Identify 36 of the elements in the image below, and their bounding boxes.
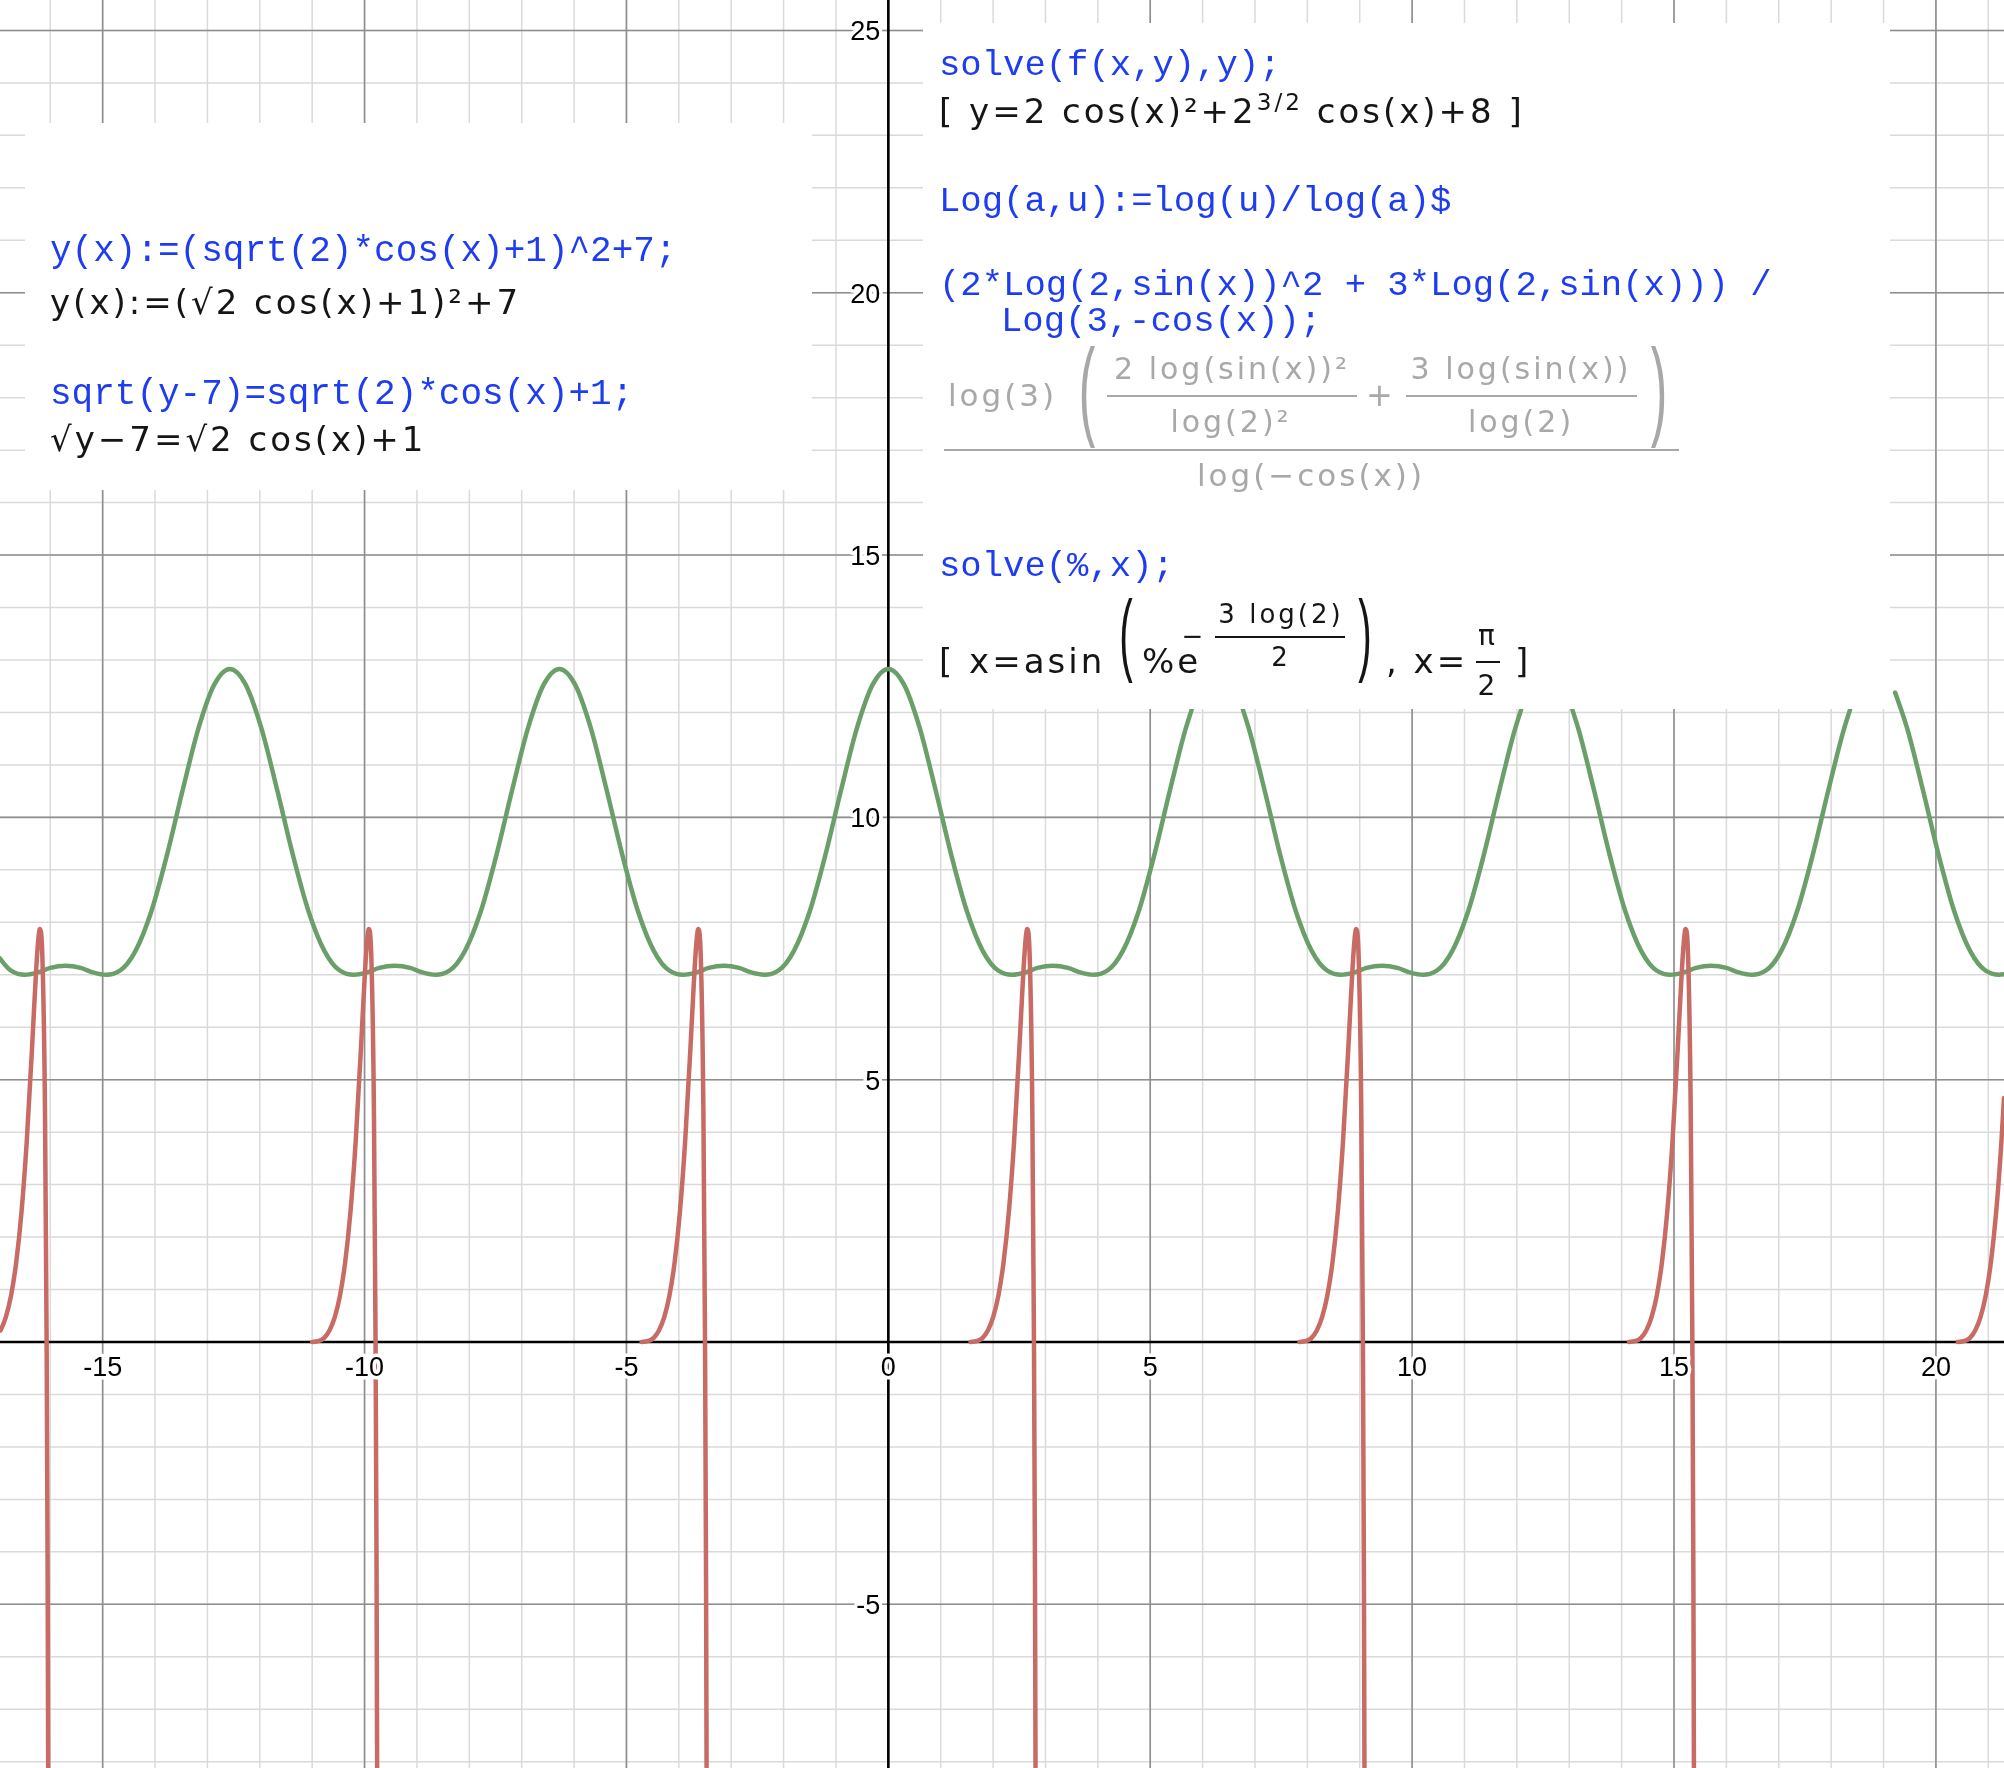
y-tick-label: 5 <box>865 1065 881 1096</box>
annotation: 2 log(sin(x))² <box>1114 351 1350 386</box>
y-tick-label: 15 <box>850 541 881 572</box>
x-tick-label: 20 <box>1920 1352 1951 1382</box>
annotation: 2 <box>1477 669 1499 702</box>
x-tick-label: -5 <box>614 1352 639 1382</box>
annotation: log(3) <box>948 377 1058 413</box>
annotation: [ y=2 cos(x)²+2$^{3/2}$ cos(x)+8 ] <box>939 89 1525 131</box>
y-tick-label: 25 <box>850 16 881 47</box>
x-tick-label: -15 <box>83 1352 123 1382</box>
annotation: 3 log(2) <box>1218 599 1344 629</box>
annotation: log(2) <box>1467 404 1575 439</box>
annotation: [ x=asin <box>939 641 1106 681</box>
x-tick-label: 15 <box>1658 1352 1690 1382</box>
x-tick-label: 10 <box>1397 1352 1428 1382</box>
annotation: ) <box>1650 325 1668 449</box>
annotation: √y−7=√2 cos(x)+1 <box>50 419 427 459</box>
annotation: log(2)² <box>1170 404 1292 439</box>
annotation: log(−cos(x)) <box>1196 457 1426 493</box>
annotation: π <box>1478 619 1498 652</box>
annotation: sqrt(y-7)=sqrt(2)*cos(x)+1; <box>50 374 634 415</box>
y-tick-label: 10 <box>850 803 881 834</box>
y-tick-label: 20 <box>850 278 881 309</box>
annotation: (2*Log(2,sin(x))^2 + 3*Log(2,sin(x))) / <box>939 265 1772 306</box>
annotation: Log(a,u):=log(u)/log(a)$ <box>939 181 1452 222</box>
annotation: ) <box>1358 582 1372 684</box>
annotation: , x= <box>1386 641 1469 681</box>
y-tick-label: -5 <box>856 1590 881 1621</box>
annotation: y(x):=(√2 cos(x)+1)²+7 <box>50 282 522 322</box>
annotation: 2 <box>1271 642 1291 672</box>
annotation: solve(f(x,y),y); <box>939 45 1281 86</box>
x-tick-label: 5 <box>1142 1352 1158 1382</box>
annotation: + <box>1366 376 1396 414</box>
annotation: ] <box>1515 641 1532 681</box>
annotation: y(x):=(sqrt(2)*cos(x)+1)^2+7; <box>50 231 677 272</box>
annotation: 3 log(sin(x)) <box>1410 351 1632 386</box>
